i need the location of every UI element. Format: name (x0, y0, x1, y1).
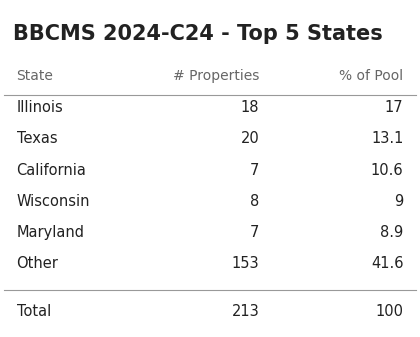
Text: 17: 17 (385, 100, 404, 115)
Text: Other: Other (16, 256, 58, 271)
Text: Total: Total (16, 304, 51, 319)
Text: BBCMS 2024-C24 - Top 5 States: BBCMS 2024-C24 - Top 5 States (13, 24, 382, 43)
Text: 7: 7 (250, 163, 260, 178)
Text: California: California (16, 163, 87, 178)
Text: 8: 8 (250, 194, 260, 209)
Text: # Properties: # Properties (173, 69, 260, 83)
Text: Illinois: Illinois (16, 100, 63, 115)
Text: 7: 7 (250, 225, 260, 240)
Text: 18: 18 (241, 100, 260, 115)
Text: 13.1: 13.1 (371, 131, 404, 146)
Text: 100: 100 (375, 304, 404, 319)
Text: % of Pool: % of Pool (339, 69, 404, 83)
Text: 10.6: 10.6 (371, 163, 404, 178)
Text: 9: 9 (394, 194, 404, 209)
Text: 153: 153 (232, 256, 260, 271)
Text: Maryland: Maryland (16, 225, 84, 240)
Text: Texas: Texas (16, 131, 57, 146)
Text: Wisconsin: Wisconsin (16, 194, 90, 209)
Text: 41.6: 41.6 (371, 256, 404, 271)
Text: State: State (16, 69, 53, 83)
Text: 8.9: 8.9 (380, 225, 404, 240)
Text: 213: 213 (232, 304, 260, 319)
Text: 20: 20 (241, 131, 260, 146)
